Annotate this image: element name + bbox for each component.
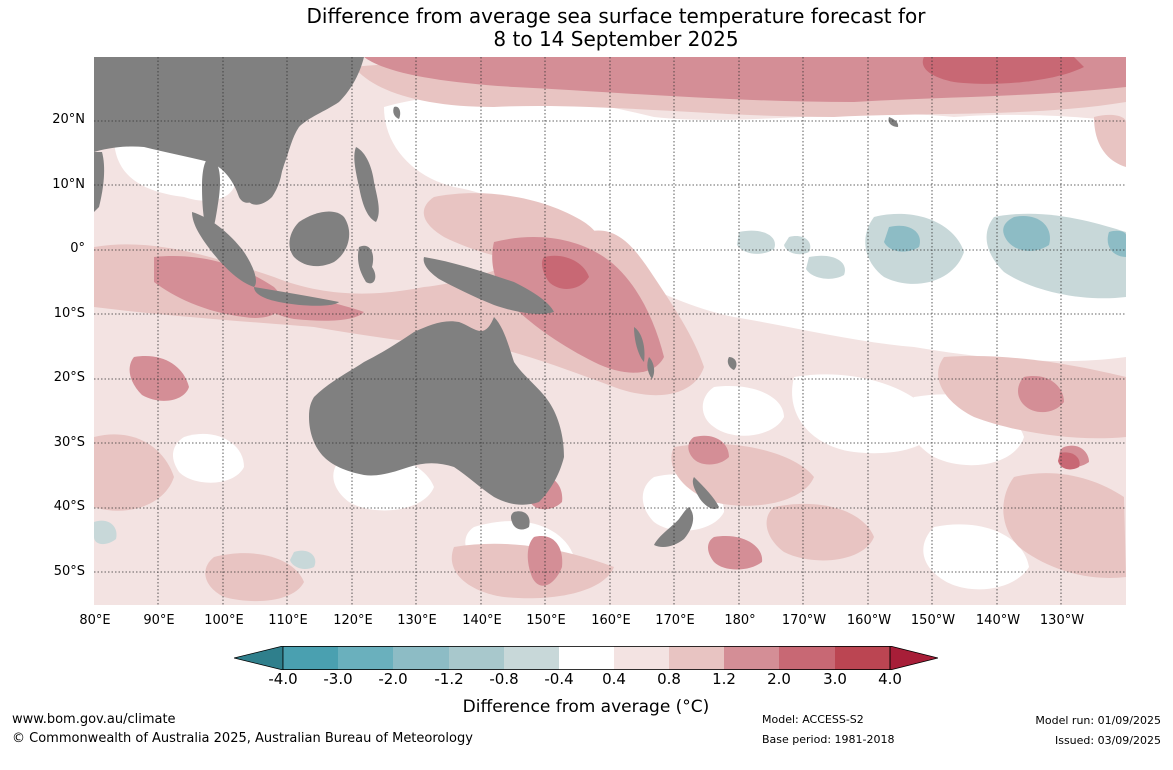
colorbar-tick: 3.0	[823, 670, 847, 688]
lat-label-50s: 50°S	[53, 564, 85, 579]
footer-base-period: Base period: 1981-2018	[762, 733, 895, 746]
colorbar-tick: 0.4	[602, 670, 626, 688]
lat-label-20s: 20°S	[53, 370, 85, 385]
colorbar-tick: 2.0	[767, 670, 791, 688]
colorbar-swatch	[449, 646, 504, 670]
lon-label-110e: 110°E	[268, 613, 308, 628]
colorbar-arrow-left	[234, 646, 284, 670]
lon-label-80e: 80°E	[79, 613, 111, 628]
footer-copyright: © Commonwealth of Australia 2025, Austra…	[12, 731, 473, 746]
lon-label-150w: 150°W	[910, 613, 956, 628]
colorbar-swatch	[338, 646, 393, 670]
lat-label-10n: 10°N	[52, 177, 85, 192]
title-line-2: 8 to 14 September 2025	[493, 27, 739, 51]
colorbar-tick: -0.8	[489, 670, 519, 688]
colorbar-swatch	[283, 646, 338, 670]
lon-label-160w: 160°W	[846, 613, 892, 628]
lon-label-100e: 100°E	[204, 613, 244, 628]
footer-model-run: Model run: 01/09/2025	[1035, 714, 1161, 727]
title-line-1: Difference from average sea surface temp…	[306, 4, 926, 28]
lat-label-20n: 20°N	[52, 112, 85, 127]
map-gridlines	[94, 57, 1126, 605]
colorbar-label: Difference from average (°C)	[462, 697, 710, 717]
colorbar-arrow-right	[889, 646, 938, 670]
anomaly-map	[94, 57, 1126, 605]
footer-url: www.bom.gov.au/climate	[12, 712, 176, 727]
lon-label-170e: 170°E	[655, 613, 695, 628]
colorbar-swatch	[669, 646, 724, 670]
lat-label-0: 0°	[70, 241, 85, 256]
colorbar	[234, 646, 938, 670]
colorbar-tick: -1.2	[434, 670, 464, 688]
colorbar-tick: 1.2	[712, 670, 736, 688]
lon-label-130w: 130°W	[1039, 613, 1085, 628]
lon-label-180: 180°	[724, 613, 756, 628]
lat-label-30s: 30°S	[53, 435, 85, 450]
colorbar-tick: -4.0	[268, 670, 298, 688]
strong-warm-regions	[541, 57, 1084, 470]
colorbar-tick: 0.8	[657, 670, 681, 688]
colorbar-tick: -2.0	[378, 670, 408, 688]
land-masses	[94, 57, 899, 547]
map-title: Difference from average sea surface temp…	[0, 5, 1173, 51]
colorbar-outline	[282, 646, 891, 670]
colorbar-tick: 4.0	[878, 670, 902, 688]
colorbar-tick: -0.4	[544, 670, 574, 688]
colorbar-swatch	[504, 646, 559, 670]
lon-label-150e: 150°E	[526, 613, 566, 628]
lon-label-170w: 170°W	[781, 613, 827, 628]
lat-label-40s: 40°S	[53, 499, 85, 514]
colorbar-swatch	[724, 646, 779, 670]
colorbar-swatch	[614, 646, 669, 670]
lon-label-140w: 140°W	[975, 613, 1021, 628]
colorbar-swatch	[835, 646, 890, 670]
footer-model: Model: ACCESS-S2	[762, 713, 864, 726]
colorbar-swatch	[393, 646, 449, 670]
lon-label-130e: 130°E	[397, 613, 437, 628]
colorbar-swatch	[779, 646, 835, 670]
cooler-regions	[884, 216, 1126, 257]
lon-label-90e: 90°E	[143, 613, 175, 628]
lon-label-120e: 120°E	[333, 613, 373, 628]
colorbar-tick: -3.0	[323, 670, 353, 688]
lon-label-140e: 140°E	[462, 613, 502, 628]
colorbar-swatch	[559, 646, 614, 670]
lat-label-10s: 10°S	[53, 306, 85, 321]
lon-label-160e: 160°E	[591, 613, 631, 628]
map-svg	[94, 57, 1126, 605]
footer-issued: Issued: 03/09/2025	[1054, 734, 1161, 747]
